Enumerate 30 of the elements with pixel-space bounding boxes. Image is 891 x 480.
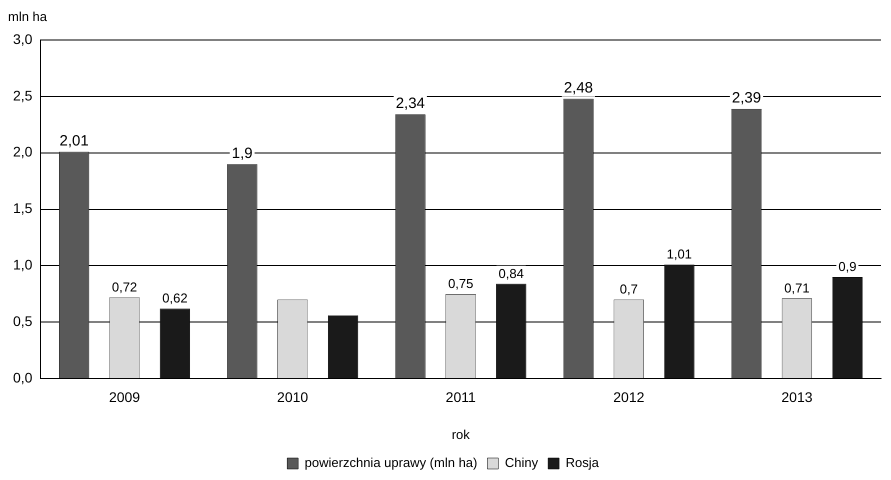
y-tick-label: 2,5 <box>12 87 33 104</box>
legend-label: Rosja <box>566 455 600 470</box>
data-label: 0,62 <box>162 290 188 306</box>
data-label: 2,39 <box>732 89 762 106</box>
x-tick-label: 2011 <box>446 388 476 405</box>
data-label: 2,01 <box>59 132 89 150</box>
y-tick-label: 1,5 <box>12 200 33 216</box>
y-tick-label: 0,0 <box>12 369 33 386</box>
y-tick-label: 2,0 <box>12 144 33 160</box>
data-label: 1,9 <box>232 144 253 162</box>
x-tick-label: 2012 <box>613 388 645 405</box>
data-label: 0,71 <box>784 280 810 296</box>
y-tick-label: 0,5 <box>12 313 33 330</box>
x-tick-label: 2010 <box>277 388 308 405</box>
y-axis-title: mln ha <box>8 9 48 24</box>
data-label: 0,75 <box>448 276 474 292</box>
y-tick-label: 1,0 <box>12 256 33 273</box>
legend-label: powierzchnia uprawy (mln ha) <box>304 455 478 470</box>
data-label: 0,9 <box>838 259 856 274</box>
y-tick-label: 3,0 <box>12 30 33 47</box>
x-tick-label: 2013 <box>781 388 813 405</box>
data-label: 1,01 <box>666 246 692 262</box>
data-label: 0,72 <box>112 279 138 294</box>
data-label: 2,34 <box>396 95 425 112</box>
legend-label: Chiny <box>504 455 539 470</box>
data-label: 2,48 <box>564 79 594 96</box>
x-axis-title: rok <box>452 426 470 442</box>
x-tick-label: 2009 <box>108 388 140 405</box>
data-label: 0,84 <box>498 266 524 281</box>
data-label: 0,7 <box>620 282 638 297</box>
